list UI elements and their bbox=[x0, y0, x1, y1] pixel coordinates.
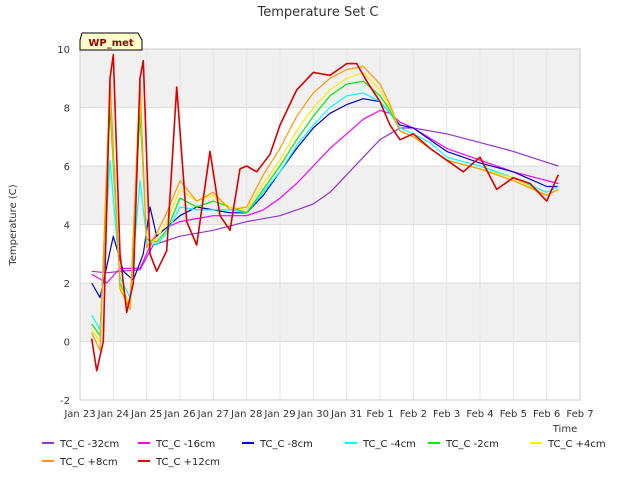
y-tick-label: 0 bbox=[64, 338, 70, 349]
x-tick-label: Feb 1 bbox=[366, 409, 393, 420]
series-line bbox=[91, 127, 559, 274]
x-tick-label: Feb 2 bbox=[400, 409, 427, 420]
y-tick-label: 2 bbox=[64, 279, 70, 290]
x-tick-label: Jan 30 bbox=[297, 409, 329, 420]
x-tick-label: Jan 26 bbox=[163, 409, 195, 420]
x-tick-label: Feb 3 bbox=[433, 409, 460, 420]
site-label: WP_met bbox=[88, 38, 134, 49]
x-tick-labels: Jan 23 Jan 24 Jan 25 Jan 26 Jan 27 Jan 28 Jan … bbox=[63, 409, 593, 420]
x-tick-label: Jan 29 bbox=[263, 409, 295, 420]
x-tick-label: Feb 7 bbox=[566, 409, 593, 420]
y-axis-title: Temperature (C) bbox=[8, 184, 19, 266]
x-tick-label: Jan 27 bbox=[197, 409, 229, 420]
x-tick-label: Jan 28 bbox=[230, 409, 262, 420]
x-tick-label: Feb 6 bbox=[533, 409, 560, 420]
y-tick-label: 8 bbox=[64, 104, 70, 115]
x-axis-title: Time bbox=[552, 424, 577, 435]
legend-label: TC_C -2cm bbox=[445, 439, 499, 450]
background-band bbox=[80, 224, 580, 283]
x-tick-label: Feb 5 bbox=[500, 409, 527, 420]
site-label-box: WP_met bbox=[79, 32, 143, 51]
x-tick-label: Jan 23 bbox=[63, 409, 95, 420]
background-band bbox=[80, 166, 580, 225]
x-tick-label: Feb 4 bbox=[466, 409, 493, 420]
background-band bbox=[80, 283, 580, 342]
chart-title: Temperature Set C bbox=[256, 5, 378, 20]
series-line bbox=[91, 92, 559, 331]
y-tick-label: 6 bbox=[64, 162, 70, 173]
plot-frame bbox=[79, 48, 581, 401]
y-tick-label: 10 bbox=[57, 45, 70, 56]
legend-label: TC_C +12cm bbox=[155, 457, 220, 468]
background-band bbox=[80, 107, 580, 166]
legend-label: TC_C -32cm bbox=[59, 439, 119, 450]
y-tick-label: -2 bbox=[60, 396, 70, 407]
x-tick-label: Jan 24 bbox=[97, 409, 129, 420]
legend-label: TC_C -16cm bbox=[155, 439, 215, 450]
legend: TC_C -32cm TC_C -16cm TC_C -8cm TC_C -4cm TC… bbox=[42, 439, 606, 468]
x-tick-label: Jan 25 bbox=[130, 409, 162, 420]
y-tick-label: 4 bbox=[64, 221, 70, 232]
legend-label: TC_C +8cm bbox=[59, 457, 118, 468]
legend-label: TC_C +4cm bbox=[547, 439, 606, 450]
series-line bbox=[90, 53, 560, 372]
legend-label: TC_C -8cm bbox=[259, 439, 313, 450]
data-lines bbox=[90, 53, 560, 372]
y-tick-labels: -2 0 2 4 6 8 10 bbox=[57, 45, 70, 407]
background-band bbox=[80, 341, 580, 400]
x-tick-label: Jan 31 bbox=[330, 409, 362, 420]
legend-label: TC_C -4cm bbox=[362, 439, 416, 450]
